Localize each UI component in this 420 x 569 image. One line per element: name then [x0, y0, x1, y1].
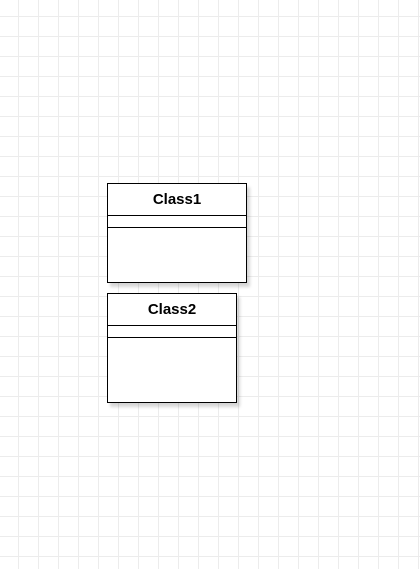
class-operations-section[interactable] [108, 228, 246, 282]
class-operations-section[interactable] [108, 338, 236, 402]
uml-class-class2[interactable]: Class2 [107, 293, 237, 403]
uml-class-class1[interactable]: Class1 [107, 183, 247, 283]
class-name[interactable]: Class1 [152, 191, 202, 208]
class-name[interactable]: Class2 [147, 301, 197, 318]
class-attributes-divider [108, 337, 236, 338]
class-attributes-divider [108, 227, 246, 228]
class-header-divider [108, 325, 236, 326]
class-header-divider [108, 215, 246, 216]
